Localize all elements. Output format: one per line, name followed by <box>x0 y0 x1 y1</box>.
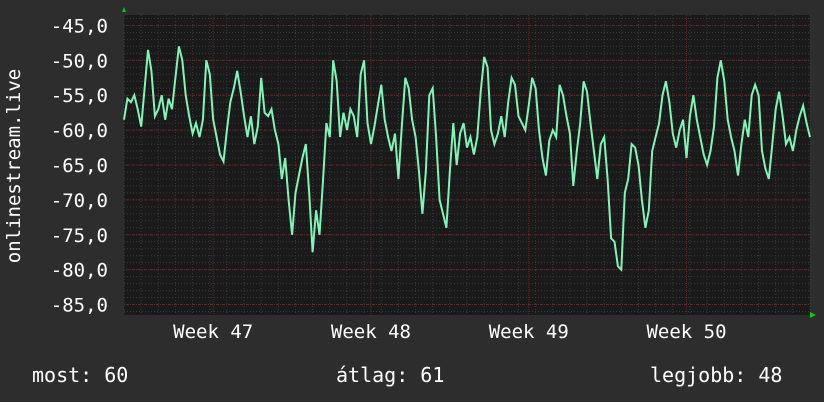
x-tick-label: Week 50 <box>646 321 726 343</box>
x-axis-arrow-icon <box>810 312 816 318</box>
y-tick-label: -50,0 <box>51 50 108 72</box>
y-axis: -85,0 -80,0 -75,0 -70,0 -65,0 -60,0 -55,0 -50,0… <box>51 15 108 316</box>
x-tick-label: Week 47 <box>173 321 253 343</box>
grid <box>123 15 811 315</box>
stat-now: most: 60 <box>32 363 129 387</box>
stat-best: legjobb: 48 <box>650 363 783 387</box>
y-tick-label: -45,0 <box>51 15 108 37</box>
x-tick-label: Week 48 <box>331 321 411 343</box>
series-line <box>123 46 811 273</box>
y-tick-label: -75,0 <box>51 225 108 247</box>
y-tick-label: -80,0 <box>51 260 108 282</box>
y-tick-label: -60,0 <box>51 120 108 142</box>
x-tick-label: Week 49 <box>489 321 569 343</box>
axis-arrows <box>122 7 816 318</box>
y-axis-label: onlinestream.live <box>3 69 25 263</box>
y-tick-label: -70,0 <box>51 190 108 212</box>
x-axis: Week 47 Week 48 Week 49 Week 50 <box>173 321 726 343</box>
stat-average: átlag: 61 <box>336 363 445 387</box>
y-axis-arrow-icon <box>122 7 126 12</box>
y-tick-label: -55,0 <box>51 85 108 107</box>
y-tick-label: -65,0 <box>51 155 108 177</box>
y-tick-label: -85,0 <box>51 295 108 317</box>
